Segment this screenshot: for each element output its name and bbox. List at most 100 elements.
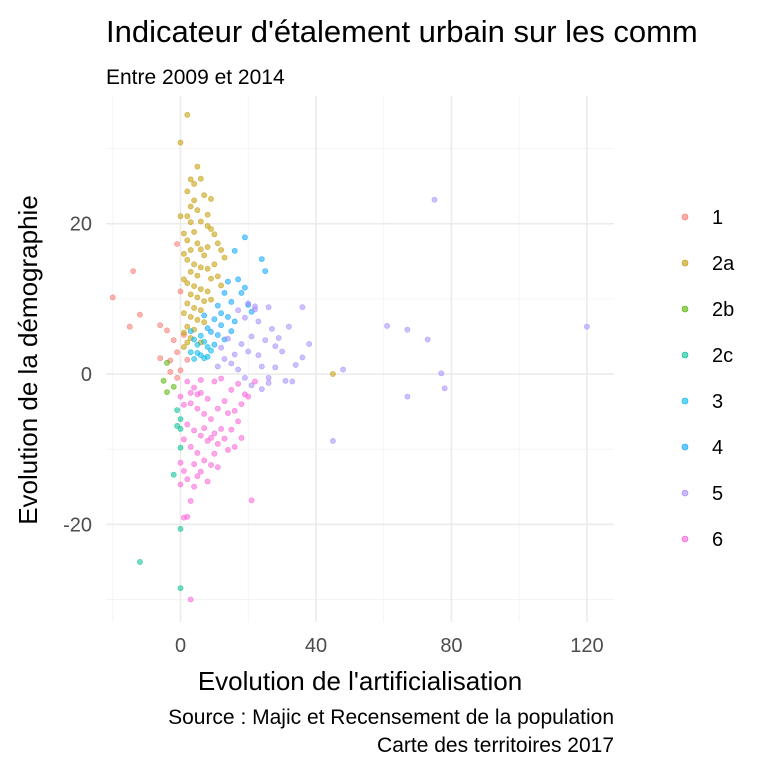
legend-label-4: 4 bbox=[712, 437, 723, 459]
data-point-1 bbox=[164, 327, 170, 334]
data-point-6 bbox=[208, 434, 214, 441]
data-point-5 bbox=[584, 323, 590, 330]
data-point-2a bbox=[201, 319, 208, 326]
chart-subtitle: Entre 2009 et 2014 bbox=[106, 66, 285, 89]
data-point-2a bbox=[197, 264, 204, 271]
data-point-3 bbox=[191, 336, 197, 343]
data-point-2b bbox=[164, 359, 170, 366]
data-point-2a bbox=[194, 316, 201, 323]
data-point-2a bbox=[184, 111, 191, 118]
data-point-5 bbox=[252, 303, 258, 310]
data-point-5 bbox=[214, 363, 221, 370]
data-point-1 bbox=[136, 311, 143, 318]
data-point-2c bbox=[177, 525, 184, 532]
data-point-2a bbox=[177, 213, 184, 220]
data-point-2a bbox=[191, 197, 197, 204]
data-point-2a bbox=[187, 219, 194, 226]
data-point-4 bbox=[228, 298, 235, 305]
data-point-5 bbox=[424, 336, 431, 343]
data-point-4 bbox=[231, 247, 238, 254]
data-point-4 bbox=[262, 268, 269, 274]
data-point-2a bbox=[211, 261, 218, 268]
data-point-6 bbox=[228, 426, 235, 433]
data-point-6 bbox=[197, 468, 204, 475]
data-point-5 bbox=[279, 348, 285, 355]
grid bbox=[106, 96, 614, 622]
x-tick-label: 80 bbox=[440, 635, 462, 657]
data-point-1 bbox=[174, 349, 180, 356]
data-point-5 bbox=[258, 363, 265, 370]
data-point-3 bbox=[208, 347, 214, 354]
data-point-2a bbox=[208, 296, 214, 303]
data-point-5 bbox=[241, 374, 248, 381]
data-point-5 bbox=[289, 378, 296, 385]
data-point-6 bbox=[211, 430, 218, 437]
data-point-6 bbox=[194, 473, 201, 480]
data-point-5 bbox=[438, 370, 445, 377]
data-point-2a bbox=[329, 371, 336, 377]
data-point-2b bbox=[160, 377, 167, 384]
data-point-5 bbox=[245, 348, 252, 355]
data-point-2a bbox=[180, 230, 187, 237]
data-point-5 bbox=[235, 366, 241, 373]
legend-label-2a: 2a bbox=[712, 253, 735, 275]
data-point-5 bbox=[258, 386, 265, 392]
data-point-6 bbox=[208, 416, 214, 422]
data-point-5 bbox=[441, 385, 448, 392]
data-point-5 bbox=[299, 354, 306, 361]
data-point-4 bbox=[208, 328, 214, 335]
caption-source: Source : Majic et Recensement de la popu… bbox=[168, 706, 614, 729]
data-point-4 bbox=[218, 310, 224, 317]
data-point-5 bbox=[306, 341, 313, 347]
x-tick-label: 120 bbox=[570, 635, 603, 657]
data-point-6 bbox=[245, 393, 252, 400]
data-point-6 bbox=[214, 405, 221, 412]
data-point-2a bbox=[221, 254, 228, 261]
data-point-5 bbox=[255, 318, 262, 325]
data-point-2a bbox=[204, 244, 211, 250]
data-point-2a bbox=[194, 272, 201, 279]
data-point-5 bbox=[285, 323, 292, 330]
data-point-5 bbox=[221, 356, 228, 362]
data-point-6 bbox=[177, 481, 184, 488]
data-point-6 bbox=[191, 483, 197, 490]
data-point-5 bbox=[248, 382, 255, 389]
data-point-4 bbox=[238, 289, 245, 296]
data-point-2a bbox=[184, 323, 191, 330]
data-point-1 bbox=[177, 288, 184, 295]
data-point-6 bbox=[194, 449, 201, 456]
data-point-6 bbox=[224, 446, 231, 453]
data-point-6 bbox=[194, 391, 201, 398]
legend-label-1: 1 bbox=[712, 207, 723, 229]
data-point-2a bbox=[187, 313, 194, 320]
data-point-2a bbox=[180, 329, 187, 336]
data-point-2a bbox=[187, 291, 194, 298]
data-point-5 bbox=[272, 343, 279, 350]
data-point-2a bbox=[208, 226, 214, 232]
data-point-2a bbox=[194, 240, 201, 247]
legend-label-6: 6 bbox=[712, 529, 723, 551]
data-point-2b bbox=[170, 383, 177, 390]
data-point-5 bbox=[329, 437, 336, 444]
data-point-6 bbox=[248, 497, 255, 504]
data-point-4 bbox=[204, 325, 211, 332]
data-point-5 bbox=[275, 335, 282, 341]
data-point-6 bbox=[191, 461, 197, 468]
data-point-2a bbox=[201, 252, 208, 259]
data-point-5 bbox=[228, 360, 235, 367]
data-point-6 bbox=[184, 421, 191, 428]
chart-title: Indicateur d'étalement urbain sur les co… bbox=[106, 14, 698, 49]
data-point-2a bbox=[184, 280, 191, 286]
data-point-1 bbox=[184, 356, 191, 363]
data-point-5 bbox=[404, 393, 411, 400]
data-point-2a bbox=[214, 240, 221, 247]
data-point-6 bbox=[180, 401, 187, 408]
data-point-5 bbox=[431, 196, 438, 203]
data-point-6 bbox=[208, 462, 214, 468]
data-point-6 bbox=[231, 443, 238, 450]
legend-key-5 bbox=[681, 489, 689, 497]
data-point-6 bbox=[187, 443, 194, 450]
data-point-3 bbox=[194, 341, 201, 348]
data-point-6 bbox=[252, 378, 258, 385]
data-point-4 bbox=[201, 312, 208, 319]
